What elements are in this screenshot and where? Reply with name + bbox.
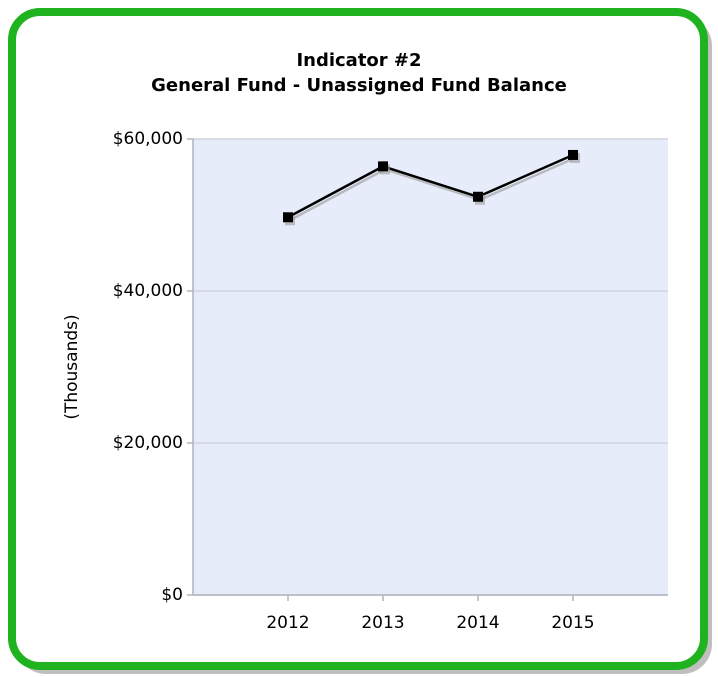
x-tick-label: 2013 (361, 613, 404, 633)
line (287, 153, 574, 219)
marker (473, 191, 483, 202)
y-tick-label: $0 (161, 585, 183, 605)
x-tick-label: 2015 (551, 613, 594, 633)
x-tick-label: 2012 (266, 613, 309, 633)
y-axis-label: (Thousands) (62, 314, 82, 419)
y-tick-label: $40,000 (113, 281, 183, 301)
plot-area (193, 139, 668, 595)
chart-title: Indicator #2 (296, 50, 421, 71)
chart-subtitle: General Fund - Unassigned Fund Balance (151, 75, 567, 96)
y-tick-label: $60,000 (113, 129, 183, 149)
marker (283, 212, 293, 223)
marker (378, 161, 388, 172)
x-tick-label: 2014 (456, 613, 499, 633)
marker (568, 149, 578, 160)
line-shadow (289, 156, 576, 222)
y-tick-label: $20,000 (113, 433, 183, 453)
